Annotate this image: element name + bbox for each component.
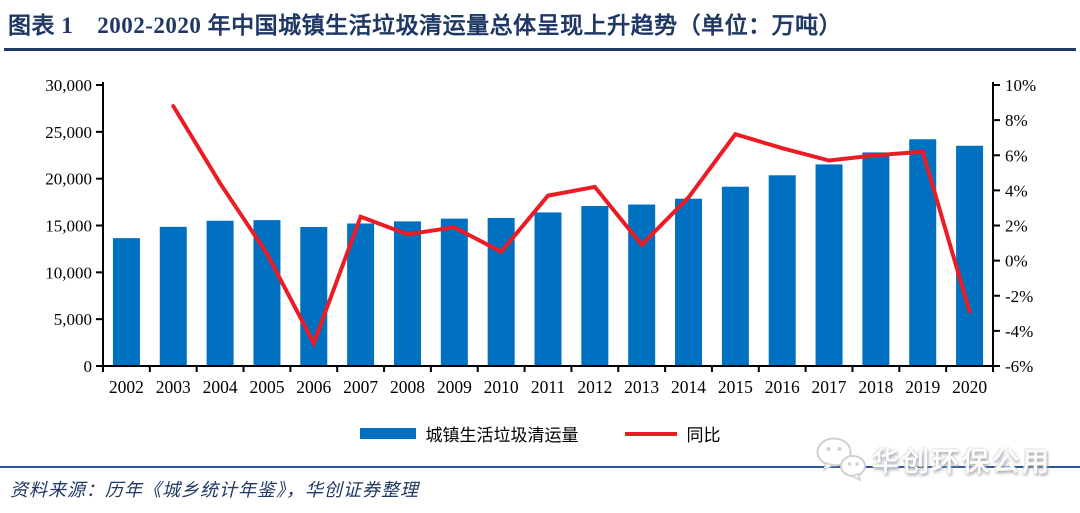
bar-2012 xyxy=(581,206,609,367)
x-tick-label-2014: 2014 xyxy=(671,377,706,397)
watermark-text: 华创环保公用 xyxy=(872,446,1052,477)
x-tick-label-2009: 2009 xyxy=(437,377,472,397)
x-tick-label-2002: 2002 xyxy=(109,377,144,397)
bar-2016 xyxy=(768,175,796,367)
bar-2011 xyxy=(534,212,562,367)
x-tick-label-2004: 2004 xyxy=(203,377,238,397)
bar-2004 xyxy=(206,220,234,367)
legend-item-bar: 城镇生活垃圾清运量 xyxy=(359,421,579,446)
yoy-line xyxy=(171,104,972,349)
bar-2013 xyxy=(628,204,656,367)
x-tick-label-2003: 2003 xyxy=(156,377,191,397)
x-tick-label-2012: 2012 xyxy=(577,377,612,397)
left-tick-label: 0 xyxy=(84,357,93,376)
x-tick-label-2020: 2020 xyxy=(952,377,987,397)
figure-title-text: 2002-2020 年中国城镇生活垃圾清运量总体呈现上升趋势（单位：万吨） xyxy=(97,13,843,38)
chart-legend: 城镇生活垃圾清运量 同比 xyxy=(0,421,1080,446)
x-tick-label-2018: 2018 xyxy=(858,377,893,397)
figure-number: 图表 1 xyxy=(8,13,74,38)
x-tick-label-2008: 2008 xyxy=(390,377,425,397)
bar-2015 xyxy=(721,186,749,367)
bar-series-label: 城镇生活垃圾清运量 xyxy=(425,426,579,445)
bar-2014 xyxy=(675,198,703,367)
x-tick-label-2015: 2015 xyxy=(718,377,753,397)
bar-2005 xyxy=(253,220,281,367)
footer-divider xyxy=(0,466,1080,468)
right-tick-label: 8% xyxy=(1005,111,1028,130)
right-tick-label: 6% xyxy=(1005,146,1028,165)
wechat-icon xyxy=(816,437,866,482)
bar-2017 xyxy=(815,164,843,367)
left-tick-label: 30,000 xyxy=(45,76,92,95)
legend-item-line: 同比 xyxy=(624,421,721,446)
title-underline xyxy=(4,48,1076,51)
left-tick-label: 10,000 xyxy=(45,263,92,282)
right-tick-label: -2% xyxy=(1005,287,1033,306)
x-tick-label-2011: 2011 xyxy=(531,377,565,397)
line-series-label: 同比 xyxy=(686,426,721,445)
chart-canvas: 0 5,000 10,000 15,000 20,000 25,000 30,000 -6% -… xyxy=(45,76,1036,397)
left-tick-label: 20,000 xyxy=(45,170,92,189)
source-note: 资料来源：历年《城乡统计年鉴》，华创证券整理 xyxy=(10,480,419,500)
right-tick-label: -6% xyxy=(1005,357,1033,376)
bar-2003 xyxy=(159,226,187,367)
line-series-swatch xyxy=(624,431,677,436)
left-tick-label: 25,000 xyxy=(45,123,92,142)
right-tick-label: 4% xyxy=(1005,181,1028,200)
right-tick-label: 2% xyxy=(1005,217,1028,236)
brand-watermark: 华创环保公用 xyxy=(814,436,1052,482)
left-tick-label: 5,000 xyxy=(54,310,92,329)
x-tick-label-2007: 2007 xyxy=(343,377,378,397)
x-tick-label-2005: 2005 xyxy=(249,377,284,397)
x-tick-label-2017: 2017 xyxy=(812,377,847,397)
bar-2018 xyxy=(862,152,890,367)
right-tick-label: 10% xyxy=(1005,76,1036,95)
left-tick-label: 15,000 xyxy=(45,217,92,236)
bar-2002 xyxy=(112,238,140,367)
x-tick-label-2006: 2006 xyxy=(296,377,331,397)
x-tick-label-2010: 2010 xyxy=(484,377,519,397)
bar-2019 xyxy=(909,139,937,367)
x-tick-label-2019: 2019 xyxy=(905,377,940,397)
right-tick-label: -4% xyxy=(1005,322,1033,341)
x-tick-label-2016: 2016 xyxy=(765,377,800,397)
x-tick-label-2013: 2013 xyxy=(624,377,659,397)
bar-2007 xyxy=(347,223,375,367)
right-tick-label: 0% xyxy=(1005,252,1028,271)
figure-title: 图表 1 2002-2020 年中国城镇生活垃圾清运量总体呈现上升趋势（单位：万吨… xyxy=(8,6,842,40)
bar-2008 xyxy=(393,221,421,367)
bar-series-swatch xyxy=(359,428,416,439)
bar-2020 xyxy=(956,145,984,367)
bar-2009 xyxy=(440,218,468,367)
